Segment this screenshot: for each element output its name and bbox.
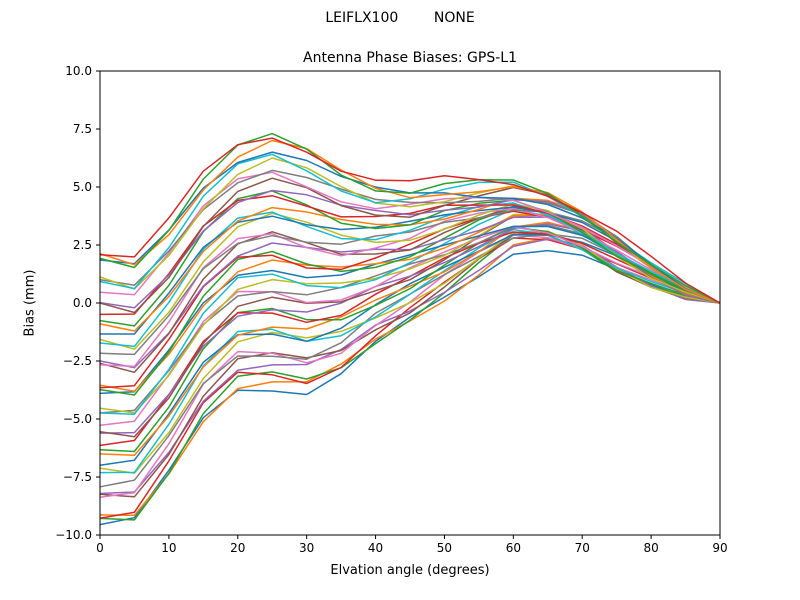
y-tick-label: 10.0: [65, 64, 92, 78]
y-tick-label: −7.5: [62, 470, 92, 484]
series-line: [99, 153, 721, 304]
x-tick-label: 10: [161, 541, 177, 555]
y-tick-label: 0.0: [72, 296, 92, 310]
x-axis-label: Elvation angle (degrees): [330, 563, 490, 578]
y-tick-label: 2.5: [72, 238, 92, 252]
series-line: [99, 137, 721, 304]
series-line: [99, 226, 721, 427]
x-tick-label: 20: [230, 541, 246, 555]
series-line: [99, 171, 721, 304]
chart-title: Antenna Phase Biases: GPS-L1: [303, 50, 517, 66]
series-line: [99, 230, 721, 474]
series-line: [99, 231, 721, 498]
x-tick-label: 50: [436, 541, 453, 555]
y-tick-label: −5.0: [62, 412, 92, 426]
series-line: [99, 226, 721, 453]
y-tick-label: −2.5: [62, 354, 92, 368]
x-tick-label: 80: [643, 541, 659, 555]
series-line: [99, 209, 721, 356]
x-tick-label: 90: [712, 541, 728, 555]
x-tick-label: 40: [367, 541, 384, 555]
x-tick-label: 30: [299, 541, 315, 555]
y-tick-label: −10.0: [55, 528, 92, 542]
series-line: [99, 249, 721, 526]
y-tick-label: 5.0: [72, 180, 92, 194]
x-tick-label: 60: [505, 541, 521, 555]
x-tick-label: 70: [574, 541, 590, 555]
series-line: [99, 177, 721, 314]
figure-suptitle: LEIFLX100 NONE: [325, 10, 475, 26]
series-line: [99, 139, 721, 304]
y-axis-label: Bias (mm): [22, 269, 38, 337]
x-tick-label: 0: [96, 541, 104, 555]
series-line: [99, 202, 721, 348]
series-line: [99, 207, 721, 368]
series-line: [99, 132, 721, 304]
y-tick-label: 7.5: [72, 122, 92, 136]
